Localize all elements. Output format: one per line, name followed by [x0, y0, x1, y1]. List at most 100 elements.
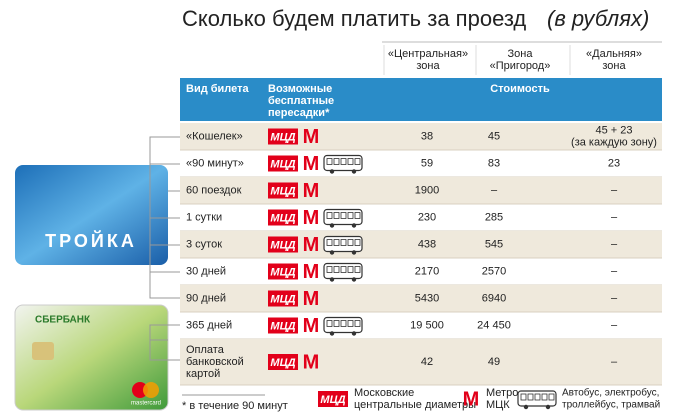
bus-window [326, 158, 333, 165]
ticket-name: 365 дней [186, 319, 232, 331]
bus-window [347, 212, 354, 219]
price: – [611, 292, 618, 304]
bank-label: СБЕРБАНК [35, 315, 91, 326]
ticket-name: «Кошелек» [186, 130, 243, 142]
price: 2570 [482, 265, 506, 277]
bus-wheel [545, 404, 551, 410]
header-transfers: бесплатные [268, 95, 334, 107]
bus-window [333, 320, 340, 327]
bus-wheel [351, 331, 357, 336]
bus-wheel [351, 169, 357, 174]
price: – [611, 238, 618, 250]
bus-window [333, 212, 340, 219]
mc-circle [143, 382, 159, 398]
mcd-icon-label: МЦД [270, 293, 295, 305]
mcd-icon [268, 263, 298, 280]
header-transfers: Возможные [268, 83, 332, 95]
zone-header: зона [416, 60, 440, 72]
bus-window [333, 239, 340, 246]
mcd-icon [268, 182, 298, 199]
metro-icon: М [303, 351, 320, 373]
price: 38 [421, 130, 433, 142]
bus-wheel [523, 404, 529, 410]
ticket-name: 90 дней [186, 292, 226, 304]
price: 2170 [415, 265, 439, 277]
header-ticket: Вид билета [186, 83, 250, 95]
header-bar [180, 78, 662, 121]
bus-icon [323, 316, 363, 334]
bus-icon [323, 208, 363, 226]
bus-window [340, 266, 347, 273]
chip [32, 342, 54, 360]
price: 24 450 [477, 319, 511, 331]
mcd-icon-label: МЦД [270, 266, 295, 278]
row-shade [180, 339, 662, 385]
price: 285 [485, 211, 503, 223]
price: 230 [418, 211, 436, 223]
ticket-name: Оплата [186, 344, 225, 356]
bus-window [347, 266, 354, 273]
row-shade [180, 285, 662, 312]
mcd-icon [268, 155, 298, 172]
header-transfers: пересадки* [268, 107, 330, 119]
bus-icon [517, 390, 557, 407]
bus-window [534, 393, 541, 401]
price: 45 + 23 [595, 124, 632, 136]
mcd-icon-label: МЦД [270, 131, 295, 143]
price: 545 [485, 238, 503, 250]
metro-icon: М [303, 126, 320, 148]
metro-icon: М [303, 288, 320, 310]
bus-window [326, 266, 333, 273]
zone-header: Зона [508, 48, 534, 60]
bus-window [326, 239, 333, 246]
mcd-icon-label: МЦД [320, 394, 345, 406]
title: Сколько будем платить за проезд [182, 6, 526, 31]
bus-window [548, 393, 555, 401]
bus-wheel [329, 169, 335, 174]
bus-window [354, 320, 361, 327]
bus-window [347, 239, 354, 246]
legend-label: троллейбус, трамвай [562, 399, 660, 411]
bus-window [527, 393, 534, 401]
bus-wheel [329, 277, 335, 282]
price: 19 500 [410, 319, 444, 331]
bank-brand: mastercard [131, 401, 161, 407]
price: – [611, 356, 618, 368]
bus-wheel [351, 277, 357, 282]
mcd-icon-label: МЦД [270, 357, 295, 369]
price: 6940 [482, 292, 506, 304]
bus-window [333, 266, 340, 273]
mcd-icon [268, 209, 298, 226]
bus-wheel [329, 331, 335, 336]
bus-window [354, 212, 361, 219]
mc-circle [132, 382, 148, 398]
bus-icon [323, 154, 363, 172]
bus-window [326, 212, 333, 219]
title-unit: (в рублях) [547, 6, 649, 31]
ticket-name: 30 дней [186, 265, 226, 277]
metro-icon: М [303, 207, 320, 229]
bus-window [347, 158, 354, 165]
mcd-icon-label: МЦД [270, 158, 295, 170]
ticket-name: банковской [186, 356, 244, 368]
mcd-icon [268, 236, 298, 253]
bus-icon [323, 235, 363, 253]
price: 83 [488, 157, 500, 169]
ticket-name: 60 поездок [186, 184, 242, 196]
mcd-icon [268, 290, 298, 307]
footnote: * в течение 90 минут [182, 400, 288, 412]
mcd-icon-label: МЦД [270, 320, 295, 332]
price: 23 [608, 157, 620, 169]
price: 5430 [415, 292, 439, 304]
metro-icon: М [463, 388, 480, 410]
mcd-icon-label: МЦД [270, 185, 295, 197]
bus-wheel [329, 223, 335, 228]
bus-window [340, 320, 347, 327]
row-shade [180, 177, 662, 204]
mcd-icon-label: МЦД [270, 239, 295, 251]
bus-window [326, 320, 333, 327]
troika-label: ТРОЙКА [45, 230, 137, 251]
bus-window [340, 239, 347, 246]
bus-window [354, 239, 361, 246]
